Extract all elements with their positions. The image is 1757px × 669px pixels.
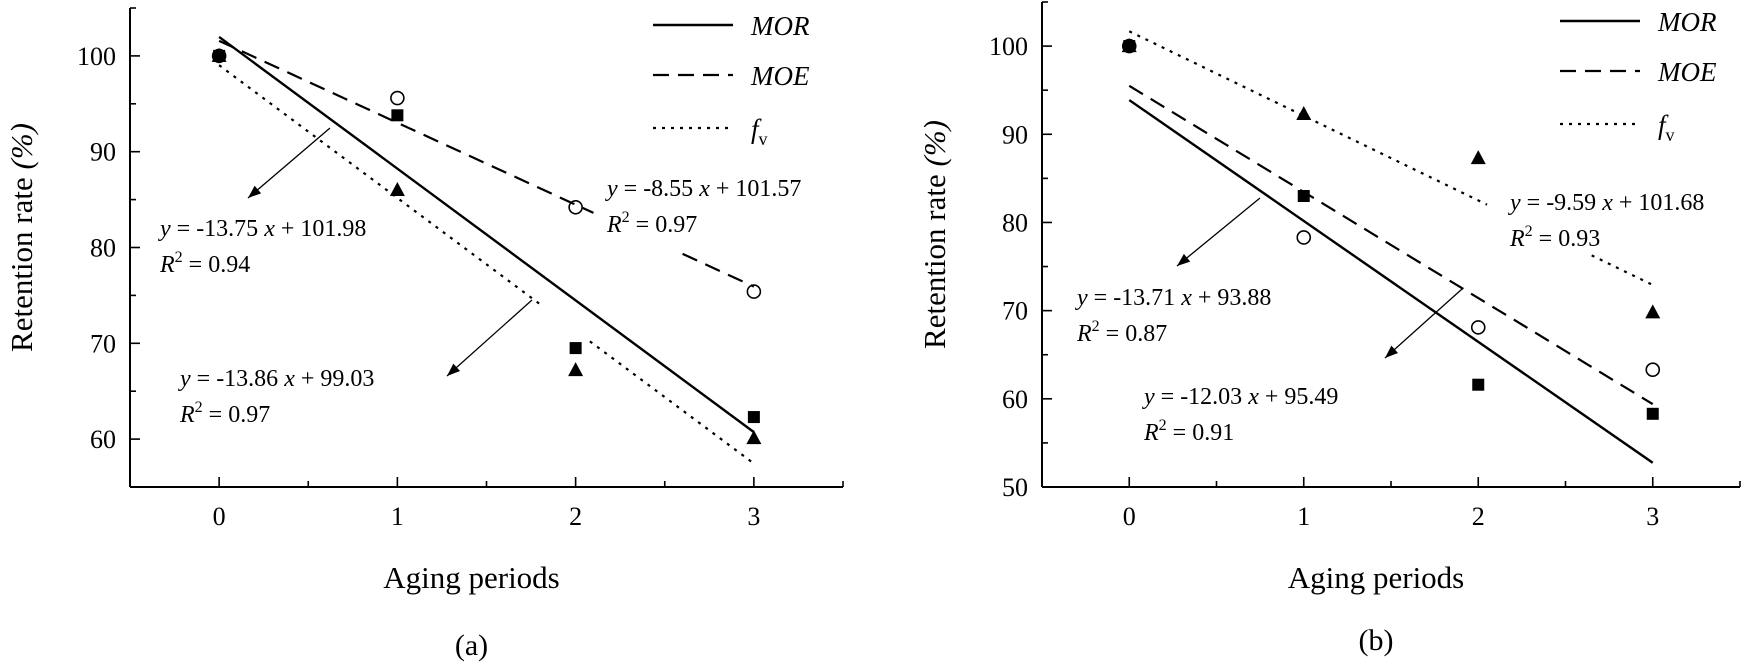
x-tick-label: 2 [1472, 502, 1485, 531]
marker-fv [568, 362, 584, 377]
x-tick-label: 0 [213, 502, 226, 531]
r-squared: R2 = 0.91 [1143, 417, 1234, 446]
arrow-head [1177, 253, 1191, 266]
r-squared: R2 = 0.94 [159, 249, 250, 278]
y-tick-label: 50 [1002, 473, 1028, 502]
legend-label: MOR [1657, 7, 1717, 37]
r-squared: R2 = 0.93 [1509, 223, 1600, 252]
y-tick-label: 60 [90, 425, 116, 454]
r-squared: R2 = 0.97 [179, 399, 270, 428]
y-tick-label: 70 [90, 329, 116, 358]
arrow-head [1385, 345, 1399, 358]
y-tick-label: 80 [1002, 208, 1028, 237]
panel-label: (a) [455, 629, 488, 662]
fit-equation: y = -13.86 x + 99.03 [178, 366, 374, 392]
panel-label: (b) [1359, 624, 1394, 657]
y-tick-label: 90 [1002, 120, 1028, 149]
fit-line-mor [218, 35, 755, 434]
x-tick-label: 3 [1646, 502, 1659, 531]
arrow-head [447, 363, 461, 376]
annotation-arrow [446, 299, 533, 377]
x-axis-label: Aging periods [1288, 560, 1465, 595]
marker-mor [391, 109, 404, 122]
marker-fv [746, 430, 762, 445]
marker-mor [747, 411, 760, 424]
y-axis-label: Retention rate (%) [4, 123, 39, 352]
marker-mor [569, 342, 582, 355]
marker-mor [1646, 407, 1659, 420]
chart-panel-a: 0 1 2 3 60 70 80 90 100 Aging periods Retention ra… [4, 7, 844, 662]
marker-fv [1296, 105, 1312, 120]
fit-line-moe [682, 252, 755, 288]
marker-fv [211, 47, 227, 62]
legend-label: MOR [750, 11, 810, 41]
marker-fv [1470, 150, 1486, 165]
fit-line-fv [589, 340, 755, 465]
fit-line-mor [1128, 99, 1654, 464]
legend-label: fv [751, 114, 768, 149]
y-axis-label: Retention rate (%) [917, 120, 952, 349]
y-tick-label: 100 [989, 32, 1028, 61]
marker-mor [1472, 378, 1485, 391]
x-axis-label: Aging periods [383, 560, 560, 595]
marker-fv [1645, 304, 1661, 319]
fit-equation: y = -8.55 x + 101.57 [605, 176, 801, 202]
x-tick-label: 0 [1123, 502, 1136, 531]
marker-fv [1121, 38, 1137, 53]
marker-moe [390, 90, 405, 106]
r-squared: R2 = 0.97 [606, 209, 697, 238]
fit-equation: y = -9.59 x + 101.68 [1508, 190, 1704, 216]
chart-panel-b: 0 1 2 3 50 60 70 80 90 100 Aging periods Retention … [917, 1, 1741, 657]
annotation-arrow [1176, 197, 1261, 267]
y-tick-label: 90 [90, 138, 116, 167]
fit-line-moe [1128, 84, 1654, 406]
y-tick-label: 60 [1002, 385, 1028, 414]
marker-mor [1297, 190, 1310, 202]
x-tick-label: 1 [391, 502, 404, 531]
annotation-arrow [247, 127, 331, 199]
legend-label: MOE [1657, 57, 1717, 87]
marker-moe [1296, 230, 1312, 245]
y-tick-label: 100 [77, 42, 116, 71]
fit-line-fv [1591, 254, 1654, 286]
y-tick-label: 70 [1002, 297, 1028, 326]
fit-equation: y = -13.75 x + 101.98 [158, 216, 366, 242]
x-tick-label: 2 [569, 502, 582, 531]
marker-moe [746, 284, 762, 299]
marker-moe [1645, 362, 1661, 378]
marker-moe [568, 199, 583, 215]
x-tick-label: 3 [747, 502, 760, 531]
y-tick-label: 80 [90, 234, 116, 263]
marker-moe [1470, 320, 1486, 335]
legend-label: fv [1658, 110, 1675, 145]
fit-line-fv [218, 64, 545, 308]
r-squared: R2 = 0.87 [1076, 318, 1167, 347]
arrow-head [248, 185, 262, 198]
fit-equation: y = -12.03 x + 95.49 [1142, 384, 1338, 410]
legend-label: MOE [750, 61, 810, 91]
x-tick-label: 1 [1297, 502, 1310, 531]
fit-line-moe [218, 39, 594, 214]
fit-equation: y = -13.71 x + 93.88 [1075, 285, 1271, 311]
marker-fv [389, 182, 405, 197]
annotation-arrow [1384, 288, 1463, 359]
